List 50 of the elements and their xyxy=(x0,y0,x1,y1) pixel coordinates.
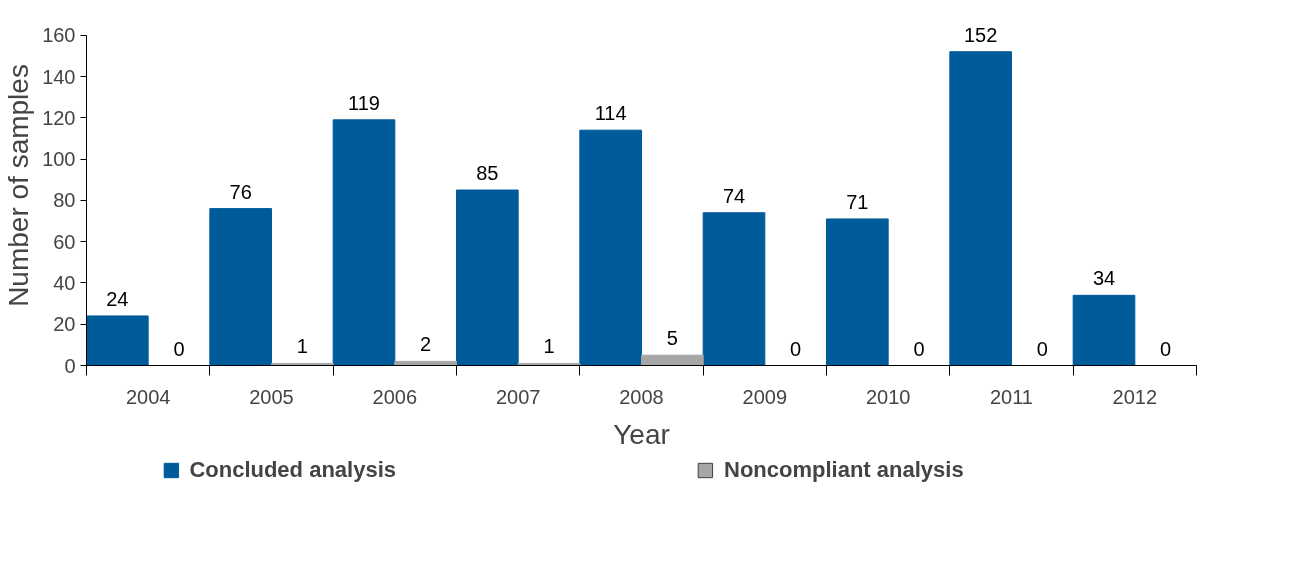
data-label: 114 xyxy=(594,102,627,125)
data-label: 0 xyxy=(790,337,802,360)
bar xyxy=(949,51,1012,366)
data-label: 85 xyxy=(476,162,499,185)
x-tick-label: 2007 xyxy=(495,385,541,408)
y-tick-label: 120 xyxy=(42,106,76,129)
data-label: 1 xyxy=(543,335,555,358)
x-tick-label: 2010 xyxy=(865,385,911,408)
x-tick-label: 2012 xyxy=(1112,385,1158,408)
data-label: 34 xyxy=(1092,267,1116,290)
bar xyxy=(702,212,766,366)
y-tick-label: 80 xyxy=(53,189,76,212)
bar xyxy=(209,208,272,366)
data-label: 1 xyxy=(296,335,308,358)
y-tick-label: 160 xyxy=(42,24,76,47)
y-tick-label: 20 xyxy=(53,313,76,336)
x-tick-label: 2004 xyxy=(125,385,171,408)
data-label: 76 xyxy=(229,180,252,203)
legend-label: Noncompliant analysis xyxy=(724,457,964,483)
x-tick-label: 2008 xyxy=(619,385,664,408)
data-label: 24 xyxy=(106,287,129,310)
data-label: 0 xyxy=(1036,337,1048,360)
x-tick-label: 2006 xyxy=(372,385,418,408)
data-label: 0 xyxy=(173,337,185,360)
bar xyxy=(579,129,642,366)
bar xyxy=(86,315,149,366)
bar xyxy=(456,189,519,366)
data-label: 152 xyxy=(963,23,998,46)
data-label: 71 xyxy=(846,190,869,213)
y-tick-label: 140 xyxy=(42,65,76,88)
x-tick-label: 2009 xyxy=(742,385,788,408)
y-tick-label: 100 xyxy=(42,148,76,171)
data-label: 74 xyxy=(722,184,746,207)
data-label: 2 xyxy=(420,333,432,356)
y-tick-label: 40 xyxy=(53,271,76,294)
data-label: 119 xyxy=(348,91,380,114)
legend-label: Concluded analysis xyxy=(189,457,396,483)
x-axis-title: Year xyxy=(613,418,670,450)
data-label: 0 xyxy=(913,337,925,360)
y-tick-label: 0 xyxy=(64,354,76,377)
x-tick-label: 2005 xyxy=(249,385,294,408)
x-tick-label: 2011 xyxy=(990,385,1034,408)
y-axis-title: Number of samples xyxy=(3,64,35,307)
data-label: 0 xyxy=(1160,337,1172,360)
bar xyxy=(332,119,396,366)
bar xyxy=(641,354,704,366)
bar xyxy=(1072,294,1136,366)
y-tick-label: 60 xyxy=(53,230,76,253)
data-label: 5 xyxy=(666,327,678,350)
bar xyxy=(826,218,889,366)
